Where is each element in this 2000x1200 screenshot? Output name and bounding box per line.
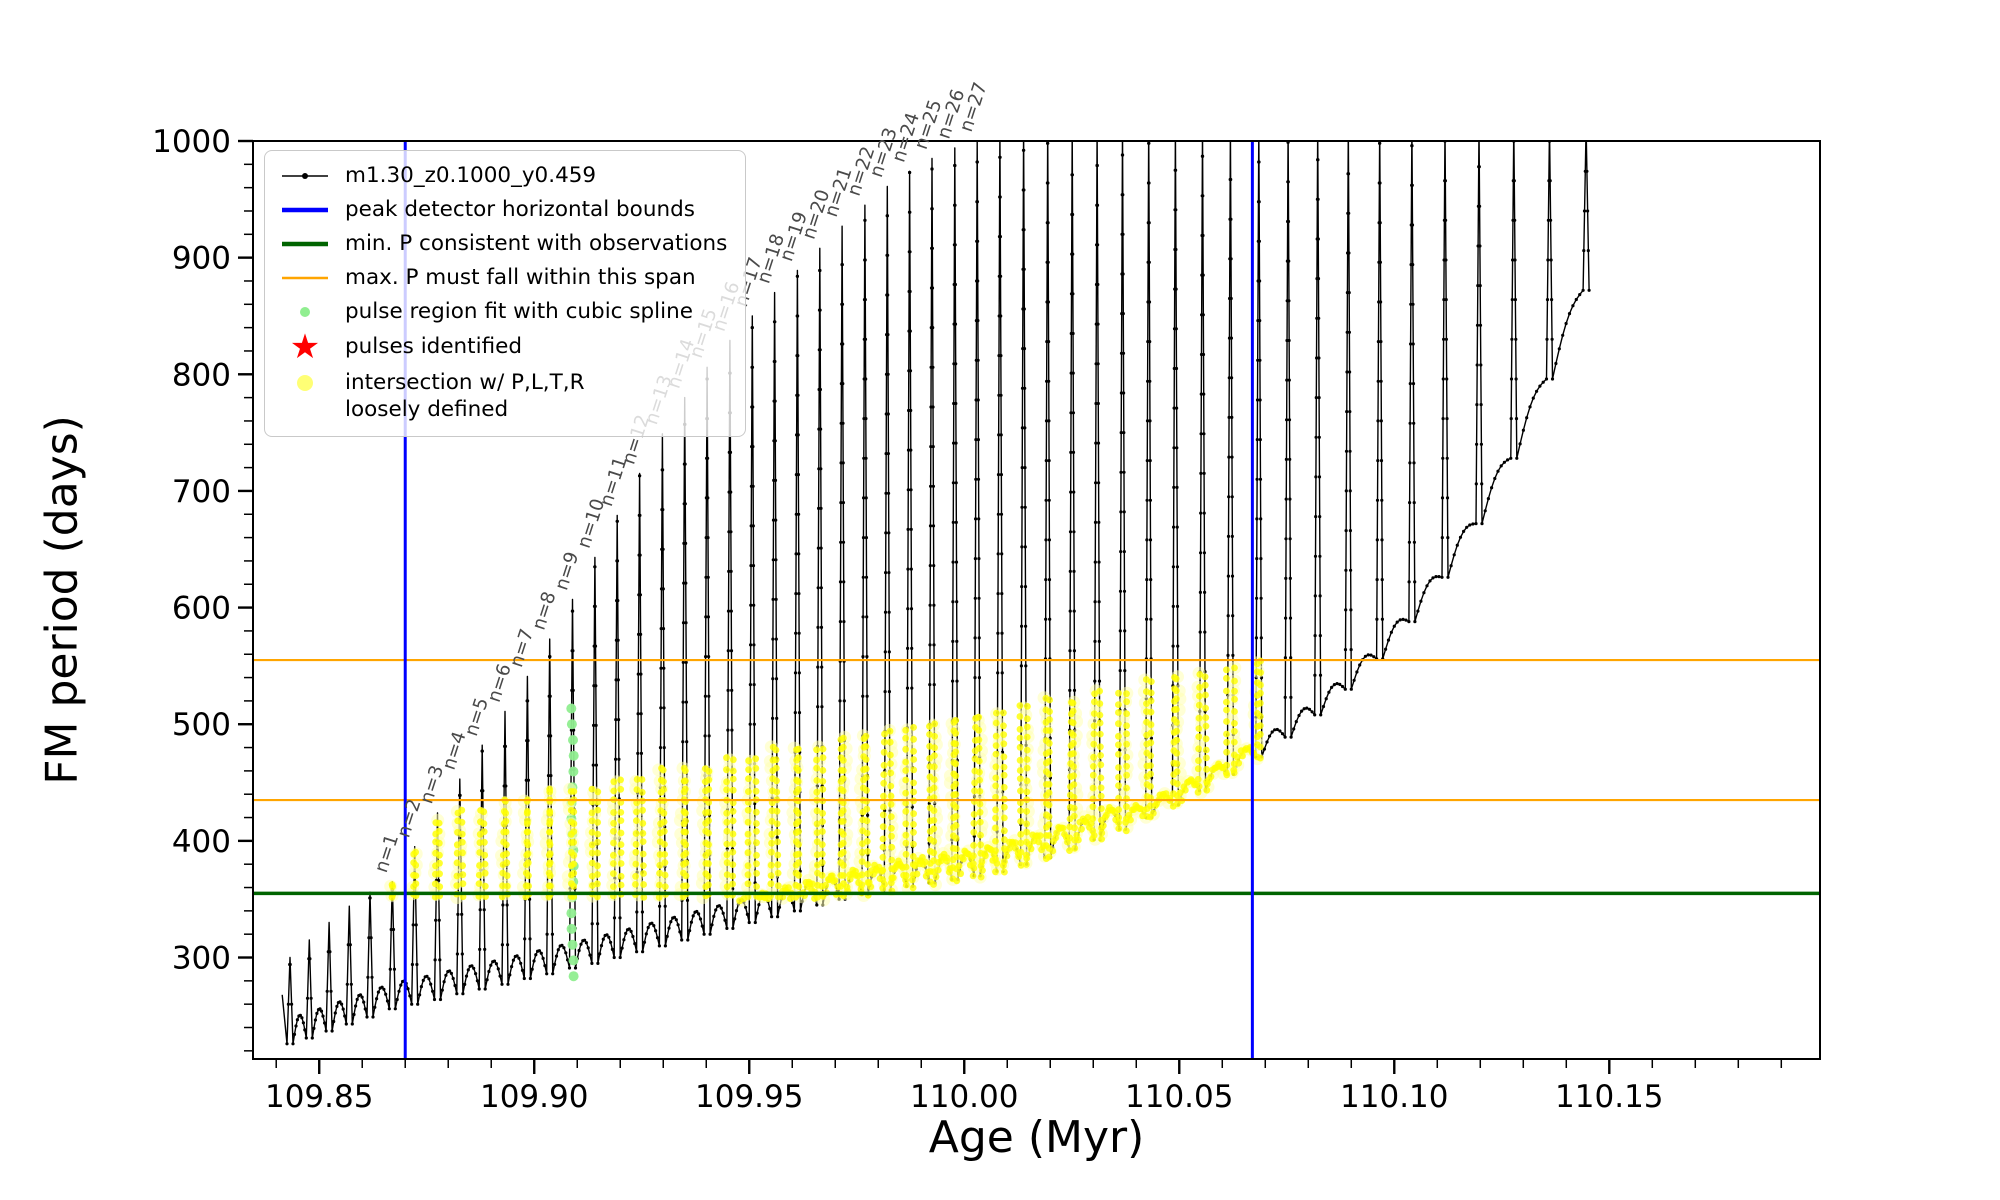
svg-text:1000: 1000 [152,124,231,160]
legend-item-label: m1.30_z0.1000_y0.459 [345,163,597,188]
svg-text:110.05: 110.05 [1125,1079,1233,1115]
spline-icon [279,301,331,323]
svg-text:n=9: n=9 [551,549,583,593]
svg-text:n=1: n=1 [371,832,403,876]
yellow-intersection-points [388,657,1264,905]
legend-item-min-p: min. P consistent with observations [279,231,727,258]
legend-item-peak-bounds: peak detector horizontal bounds [279,197,727,224]
svg-text:109.95: 109.95 [695,1079,803,1115]
svg-text:110.00: 110.00 [910,1079,1018,1115]
svg-text:109.90: 109.90 [480,1079,588,1115]
legend-item-label: pulse region fit with cubic spline [345,298,693,324]
peak-bounds-icon [279,199,331,221]
svg-text:n=4: n=4 [439,729,471,773]
pulses-icon: ★ [289,327,321,368]
y-axis-label: FM period (days) [36,415,88,785]
legend-item-max-p: max. P must fall within this span [279,265,727,292]
legend-item-intersection: intersection w/ P,L,T,R loosely defined [279,370,727,424]
svg-text:600: 600 [172,591,231,627]
axis-tick-labels: 109.85 109.90 109.95 110.00 110.05 110.10 110.… [152,124,1663,1115]
svg-text:n=2: n=2 [393,797,425,841]
svg-text:n=8: n=8 [528,589,560,633]
intersection-icon [279,372,331,394]
svg-text:900: 900 [172,241,231,277]
legend-item-series: m1.30_z0.1000_y0.459 [279,163,727,190]
svg-text:400: 400 [172,824,231,860]
x-axis-label: Age (Myr) [928,1112,1145,1163]
legend-item-label: max. P must fall within this span [345,264,696,290]
legend-item-label: pulses identified [345,334,523,360]
svg-text:n=5: n=5 [461,695,493,739]
svg-text:n=6: n=6 [484,661,516,705]
svg-text:110.10: 110.10 [1340,1079,1448,1115]
svg-text:700: 700 [172,474,231,510]
svg-text:109.85: 109.85 [265,1079,373,1115]
legend-item-pulses: ★ pulses identified [279,327,727,368]
svg-text:500: 500 [172,707,231,743]
svg-text:110.15: 110.15 [1555,1079,1663,1115]
svg-text:n=7: n=7 [506,626,538,670]
series-icon [279,165,331,187]
svg-text:800: 800 [172,357,231,393]
axes-frame [252,140,1821,1060]
legend-item-spline: pulse region fit with cubic spline [279,299,727,326]
legend-item-label: intersection w/ P,L,T,R loosely defined [345,369,585,422]
svg-text:300: 300 [172,941,231,977]
axis-ticks [238,139,1783,1074]
plot-area [281,141,1591,1046]
max-p-icon [279,267,331,289]
legend-item-label: peak detector horizontal bounds [345,196,695,222]
legend-item-label: min. P consistent with observations [345,230,728,256]
min-p-icon [279,233,331,255]
